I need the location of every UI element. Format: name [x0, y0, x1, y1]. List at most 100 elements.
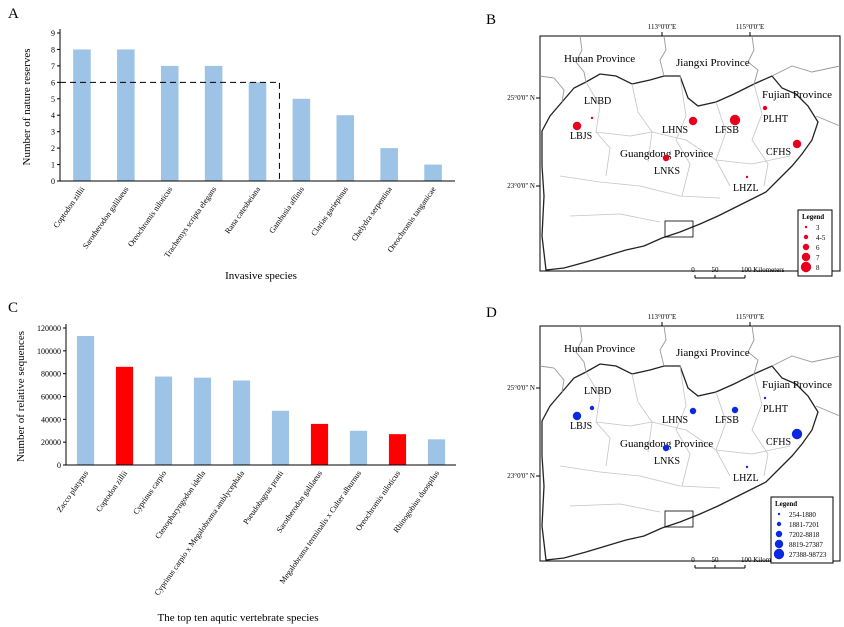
- map-d-legend-marker: [773, 548, 785, 560]
- chart-c-y-tick-label: 120000: [37, 324, 61, 333]
- chart-a-threshold-line: [60, 81, 280, 181]
- map-d-lat-label: 25°0'0" N: [507, 384, 535, 392]
- map-d-province-border: [659, 325, 667, 367]
- chart-a-bar: [160, 65, 179, 181]
- chart-a-y-tick-label: 4: [51, 111, 55, 120]
- map-b-legend-title: Legend: [802, 213, 824, 221]
- map-b-province-border: [539, 75, 565, 103]
- map-b-county-line: [559, 175, 721, 199]
- chart-a-bar: [380, 148, 398, 181]
- chart-a-bar: [117, 49, 135, 181]
- map-d-county-line: [569, 503, 661, 513]
- map-d-site-marker: [662, 444, 670, 452]
- map-d-legend-label: 8819-27387: [789, 541, 823, 549]
- map-b-scale-label: 50: [712, 266, 720, 274]
- map-b-site-marker: [762, 105, 768, 111]
- map-b-legend-label: 6: [816, 244, 820, 252]
- map-d-site-label: LNBD: [584, 386, 611, 397]
- chart-a-y-tick-label: 3: [51, 128, 55, 137]
- chart-a-category-label: Chelydra serpentina: [350, 185, 394, 243]
- map-d-legend-marker: [777, 512, 781, 516]
- map-b-legend-label: 3: [816, 224, 820, 232]
- map-b-county-line: [569, 213, 661, 223]
- map-b-site-label: PLHT: [763, 114, 788, 125]
- map-b-legend-marker: [804, 225, 808, 229]
- map-b-site-marker: [729, 114, 741, 126]
- map-d-site-label: LFSB: [715, 415, 739, 426]
- chart-c-category-label: Cyprinus carpio: [131, 469, 168, 516]
- map-d-site-marker: [589, 405, 595, 411]
- map-b-county-line: [715, 101, 731, 187]
- map-d-legend-label: 27388-98723: [789, 551, 827, 559]
- map-d-scale-label: 50: [712, 556, 720, 564]
- chart-c-y-tick-label: 100000: [37, 347, 61, 356]
- map-b-county-line: [595, 131, 791, 165]
- chart-a-y-tick-label: 2: [51, 144, 55, 153]
- map-d-county-line: [595, 421, 791, 455]
- panel-letter-c: C: [8, 300, 19, 316]
- chart-c-y-tick-label: 40000: [41, 415, 61, 424]
- map-d-site-marker: [745, 465, 749, 469]
- chart-c-category-label: Megalobrama terminalis x Culter alburnus: [278, 469, 363, 586]
- map-b-county-line: [751, 83, 769, 187]
- chart-c-category-label: Cyprinus carpio x Megalobrama amblycepha…: [153, 469, 247, 598]
- map-b-legend-marker: [802, 243, 810, 251]
- map-b-site-marker: [572, 121, 582, 131]
- chart-a-category-label: Oreochromis tanganicae: [386, 185, 438, 254]
- chart-c-y-tick-label: 60000: [41, 393, 61, 402]
- chart-c-y-tick-label: 20000: [41, 438, 61, 447]
- chart-a-y-tick-label: 9: [51, 29, 55, 38]
- map-b-county-line: [631, 83, 653, 163]
- map-b-lon-label: 113°0'0"E: [648, 23, 676, 31]
- map-d-province-border: [771, 355, 841, 367]
- map-b-site-marker: [792, 139, 802, 149]
- map-d-legend-label: 1881-7201: [789, 521, 820, 529]
- map-b-lat-label: 25°0'0" N: [507, 94, 535, 102]
- chart-a-category-label: Rana catesbeiana: [223, 185, 262, 236]
- map-b-lat-label: 23°0'0" N: [507, 182, 535, 190]
- map-b-province-name: Jiangxi Province: [676, 57, 750, 69]
- chart-a-bar: [292, 98, 311, 181]
- map-d-county-line: [559, 465, 721, 489]
- map-d-site-label: PLHT: [763, 404, 788, 415]
- map-b-legend-marker: [801, 252, 811, 262]
- map-d-site-label: LNKS: [654, 456, 680, 467]
- panel-letter-d: D: [486, 305, 497, 321]
- map-d-site-label: LHZL: [733, 473, 759, 484]
- map-b-delta-box: [664, 220, 694, 238]
- map-d-legend-label: 254-1880: [789, 511, 816, 519]
- map-d-province-border: [747, 325, 759, 375]
- map-d-legend-marker: [774, 539, 784, 549]
- map-b-site-label: LHNS: [662, 125, 688, 136]
- map-b-province-name: Hunan Province: [564, 53, 635, 65]
- map-d-province-border: [815, 405, 841, 417]
- map-b-county-line: [675, 75, 691, 197]
- map-b-site-label: LNKS: [654, 166, 680, 177]
- map-d-site-marker: [689, 407, 697, 415]
- map-d-lon-label: 115°0'0"E: [736, 313, 764, 321]
- map-b-site-label: LNBD: [584, 96, 611, 107]
- chart-c-y-tick-label: 0: [57, 461, 61, 470]
- chart-a-category-label: Sarotherodon galilaeus: [81, 185, 131, 250]
- map-d-legend-marker: [775, 530, 783, 538]
- map-d-lat-label: 23°0'0" N: [507, 472, 535, 480]
- chart-a-bar: [204, 65, 223, 181]
- map-d-legend-label: 7202-8818: [789, 531, 820, 539]
- map-d-province-name: Fujian Province: [762, 379, 832, 391]
- chart-c-bar: [76, 335, 95, 465]
- map-d-county-line: [751, 373, 769, 477]
- map-b-site-marker: [590, 116, 594, 120]
- chart-a-category-label: Oreochromis niloticus: [126, 185, 174, 249]
- chart-c-bar: [310, 423, 329, 465]
- map-d-site-marker: [572, 411, 582, 421]
- chart-a-y-tick-label: 7: [51, 62, 55, 71]
- map-d-lon-label: 113°0'0"E: [648, 313, 676, 321]
- chart-a-bar: [73, 49, 91, 181]
- map-d-province-name: Guangdong Province: [620, 438, 713, 450]
- chart-c-category-label: Rhinogobius duospilus: [392, 469, 442, 534]
- map-d-legend-title: Legend: [775, 500, 797, 508]
- map-d-province-name: Hunan Province: [564, 343, 635, 355]
- map-b-legend-label: 4-5: [816, 234, 826, 242]
- map-b-site-label: LFSB: [715, 125, 739, 136]
